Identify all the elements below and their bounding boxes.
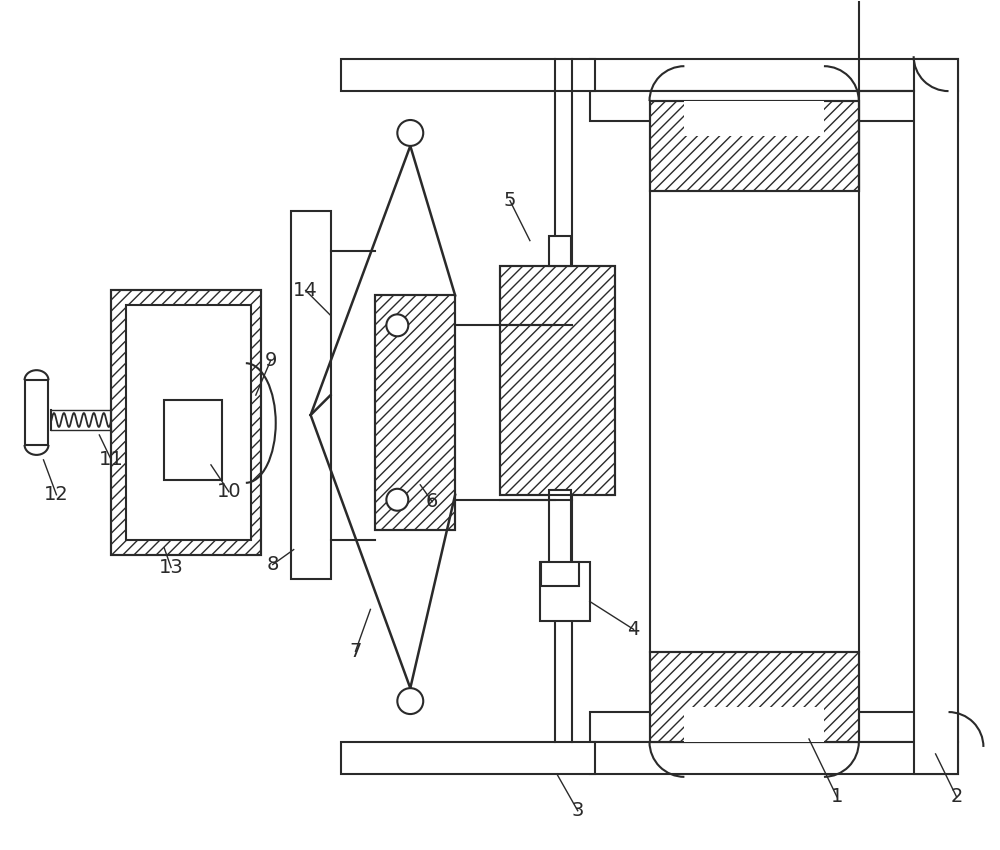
Bar (650, 652, 859, 742)
Bar (650, 101, 859, 190)
Bar (590, 60, 958, 91)
Bar (549, 490, 571, 564)
Text: 13: 13 (159, 558, 183, 577)
Bar (25, 380, 48, 445)
Circle shape (397, 688, 423, 714)
Text: 2: 2 (950, 787, 963, 807)
Bar (500, 265, 615, 495)
Bar (111, 291, 261, 554)
Bar (126, 305, 251, 540)
Bar (291, 211, 331, 580)
Bar (684, 707, 824, 742)
Bar (375, 296, 455, 530)
Circle shape (386, 314, 408, 337)
Text: 1: 1 (831, 787, 843, 807)
Text: 4: 4 (627, 620, 640, 639)
Bar (590, 742, 958, 774)
Bar (341, 60, 595, 91)
Text: 7: 7 (349, 642, 362, 660)
Text: 6: 6 (426, 492, 438, 511)
Text: 11: 11 (99, 450, 124, 469)
Bar (164, 400, 222, 479)
Bar (590, 91, 958, 121)
Bar (590, 712, 958, 742)
Bar (540, 562, 590, 621)
Bar (111, 291, 261, 554)
Text: 12: 12 (44, 485, 69, 504)
Bar (650, 101, 859, 190)
Text: 10: 10 (217, 482, 241, 501)
Text: 5: 5 (504, 191, 516, 210)
Bar (549, 235, 571, 265)
Circle shape (397, 120, 423, 146)
Bar (375, 296, 455, 530)
Text: 14: 14 (293, 281, 318, 300)
Bar (650, 652, 859, 742)
Bar (500, 265, 615, 495)
Bar (914, 60, 958, 774)
Circle shape (386, 489, 408, 511)
Bar (541, 562, 579, 586)
Bar (684, 101, 824, 136)
Text: 8: 8 (267, 555, 279, 574)
Text: 3: 3 (572, 802, 584, 820)
Text: 9: 9 (265, 351, 277, 370)
Bar (341, 742, 595, 774)
